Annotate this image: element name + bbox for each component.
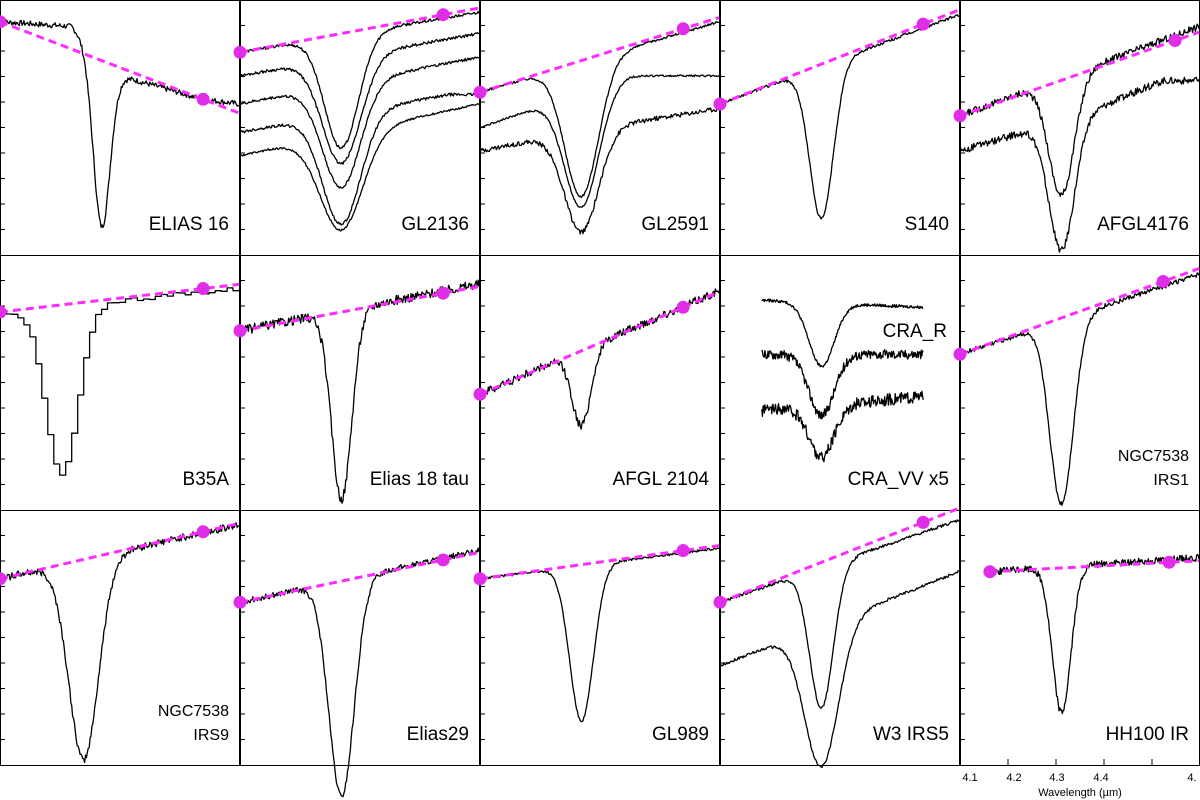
continuum-anchor-point: [713, 595, 727, 609]
spectrum-line: [989, 553, 1200, 715]
continuum-anchor-point: [233, 45, 247, 59]
panel-label: AFGL 2104: [613, 469, 710, 490]
spectrum-panel: NGC7538 IRS9: [0, 510, 240, 766]
spectrum-panel: GL2136: [233, 0, 480, 256]
spectrum-panel: HH100 IR: [960, 510, 1200, 766]
x-axis-title: Wavelength (µm): [1038, 787, 1122, 799]
spectrum-line: [479, 106, 720, 235]
panel-label: IRS1: [1153, 472, 1189, 489]
continuum-anchor-point: [473, 387, 487, 401]
spectrum-line: [239, 56, 480, 189]
spectrum-panel: B35A: [0, 255, 240, 511]
spectrum-line: [959, 23, 1200, 197]
spectrum-panel: AFGL 2104: [473, 255, 720, 511]
panel-label: CRA_R: [883, 321, 947, 342]
x-tick-label: 4.4: [1093, 772, 1108, 784]
spectrum-panel: GL989: [473, 510, 720, 766]
panel-label: ELIAS 16: [149, 214, 229, 235]
panel-label: AFGL4176: [1097, 214, 1189, 235]
spectrum-line: [479, 20, 720, 199]
continuum-anchor-point: [916, 17, 930, 31]
spectrum-line: [959, 76, 1200, 253]
continuum-fit: [0, 521, 240, 581]
spectrum-panel: CRA_R CRA_VV x5: [720, 255, 960, 511]
spectrum-panel: Elias 18 tau: [233, 255, 480, 511]
continuum-anchor-point: [196, 525, 210, 539]
panel-label: NGC7538: [1118, 448, 1189, 465]
panel-label: Elias29: [407, 724, 469, 745]
spectrum-line: [479, 74, 720, 208]
continuum-anchor-point: [916, 515, 930, 529]
spectrum-panel: W3 IRS5: [713, 506, 960, 768]
spectrum-panel: S140: [713, 0, 960, 256]
continuum-anchor-point: [953, 347, 967, 361]
continuum-anchor-point: [436, 553, 450, 567]
spectrum-line: [240, 92, 480, 226]
continuum-anchor-point: [676, 300, 690, 314]
panel-label: S140: [905, 214, 949, 235]
continuum-anchor-point: [983, 565, 997, 579]
continuum-anchor-point: [436, 286, 450, 300]
spectrum-line: [239, 547, 480, 798]
spectrum-line: [239, 10, 480, 150]
panel-label: GL989: [652, 724, 709, 745]
continuum-anchor-point: [953, 109, 967, 123]
continuum-anchor-point: [0, 572, 7, 586]
continuum-anchor-point: [0, 15, 7, 29]
continuum-anchor-point: [436, 8, 450, 22]
spectrum-line: [959, 272, 1200, 506]
spectrum-line: [761, 349, 924, 420]
continuum-anchor-point: [1162, 555, 1176, 569]
continuum-anchor-point: [1156, 274, 1170, 288]
panel-label: GL2136: [401, 214, 469, 235]
continuum-anchor-point: [1168, 34, 1182, 48]
continuum-anchor-point: [196, 282, 210, 295]
x-tick-label: 4.: [1187, 772, 1196, 784]
continuum-anchor-point: [676, 544, 690, 558]
panel-label: CRA_VV x5: [848, 469, 949, 490]
spectrum-panel: ELIAS 16: [0, 0, 240, 256]
x-tick-label: 4.1: [962, 772, 977, 784]
panel-label: NGC7538: [158, 703, 229, 720]
continuum-fit: [239, 551, 480, 604]
spectrum-panel: Elias29: [233, 510, 480, 798]
spectrum-panel: AFGL4176: [953, 0, 1200, 256]
continuum-anchor-point: [196, 92, 210, 106]
spectrum-line: [719, 570, 960, 768]
x-tick-label: 4.3: [1049, 772, 1064, 784]
panel-label: HH100 IR: [1106, 724, 1189, 745]
panel-label: B35A: [183, 469, 230, 490]
continuum-anchor-point: [233, 595, 247, 609]
continuum-anchor-point: [473, 572, 487, 586]
spectrum-line: [479, 547, 720, 723]
panel-label: W3 IRS5: [873, 724, 949, 745]
spectrum-panel: GL2591: [473, 0, 720, 256]
spectrum-line: [719, 519, 960, 709]
spectrum-line: [239, 103, 480, 232]
spectrum-line: [0, 287, 240, 476]
spectrum-line: [719, 14, 960, 220]
x-axis: 4.1 4.2 4.3 4.4 4. Wavelength (µm): [959, 759, 1200, 799]
continuum-fit: [479, 290, 720, 396]
spectrum-line: [761, 298, 924, 368]
continuum-fit: [959, 30, 1200, 118]
continuum-anchor-point: [713, 97, 727, 111]
panel-label: Elias 18 tau: [370, 469, 469, 490]
spectrum-panel: NGC7538 IRS1: [953, 255, 1200, 511]
panel-label: IRS9: [193, 727, 229, 744]
continuum-anchor-point: [0, 305, 7, 319]
continuum-anchor-point: [233, 324, 247, 338]
continuum-anchor-point: [473, 85, 487, 99]
continuum-anchor-point: [676, 22, 690, 36]
panel-label: GL2591: [641, 214, 709, 235]
spectrum-line: [239, 32, 480, 165]
spectrum-line: [761, 390, 924, 463]
spectrum-line: [0, 19, 240, 229]
x-tick-label: 4.2: [1006, 772, 1021, 784]
